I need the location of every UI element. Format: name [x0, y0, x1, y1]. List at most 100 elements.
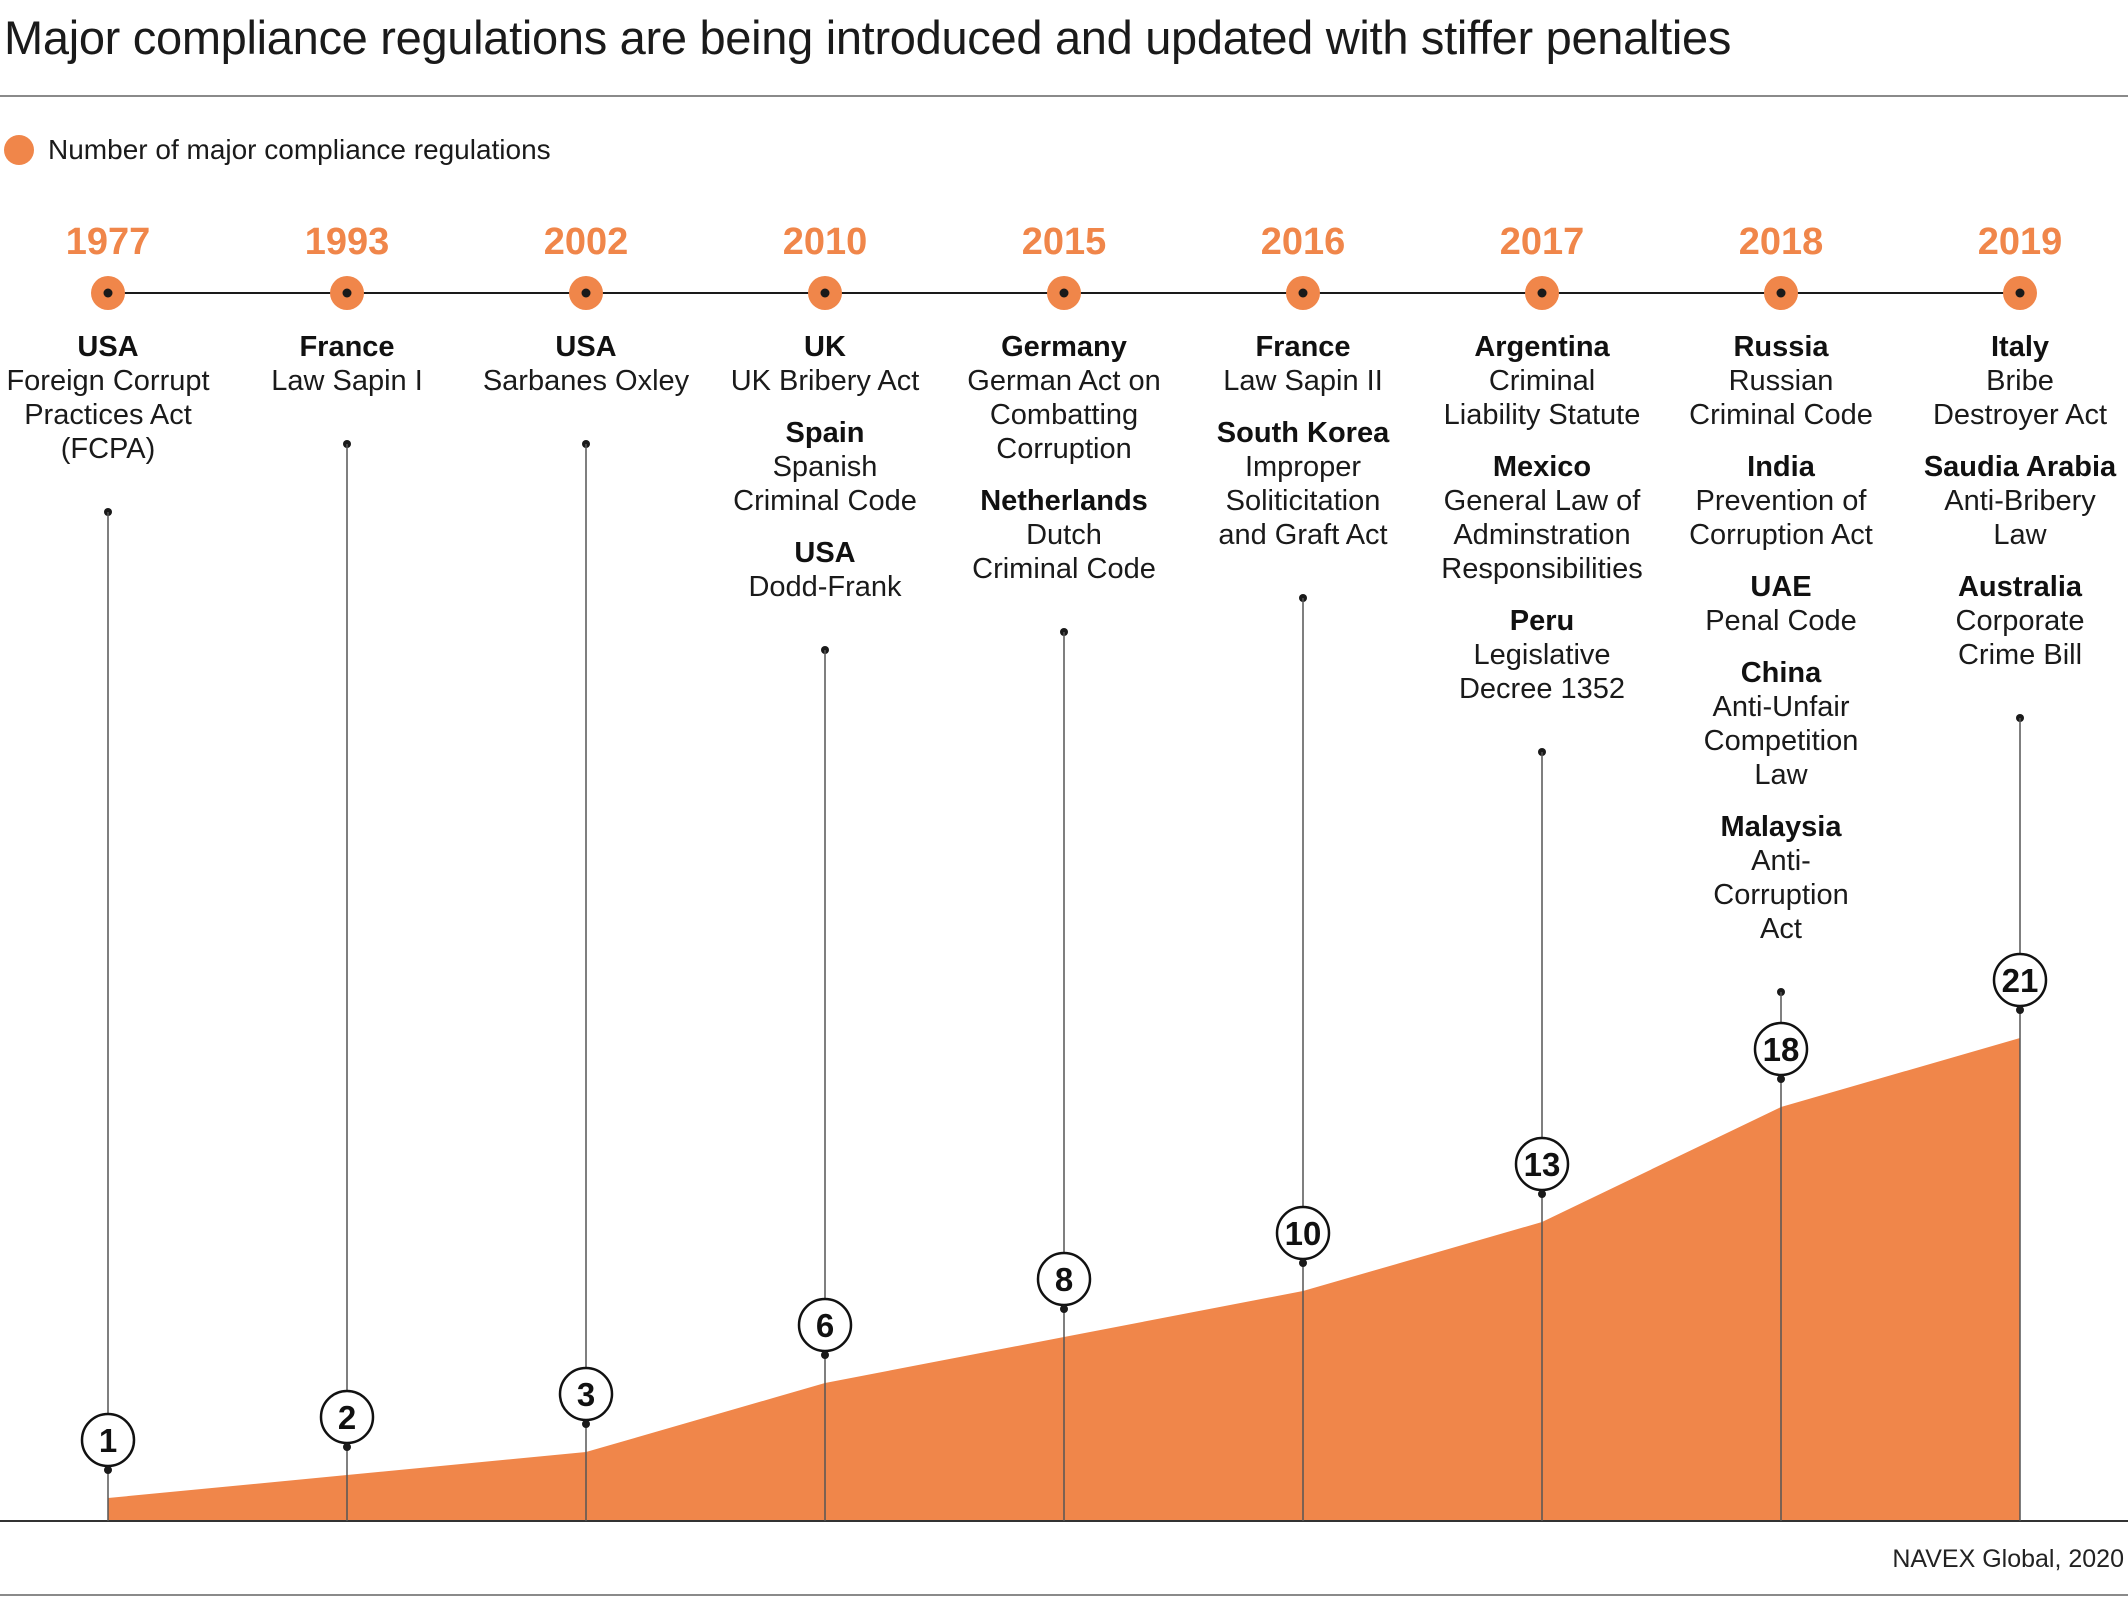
count-value-2010: 6	[816, 1307, 834, 1344]
connector-dot-bottom-2017	[1538, 1190, 1546, 1198]
law-name-2018-1-1: Corruption Act	[1689, 519, 1873, 551]
law-name-2018-1-0: Prevention of	[1696, 485, 1868, 517]
connector-dot-bottom-1977	[104, 1466, 112, 1474]
timeline-marker-dot-2016	[1298, 288, 1308, 298]
law-name-2015-0-0: German Act on	[967, 365, 1160, 397]
timeline-marker-dot-2019	[2015, 288, 2025, 298]
country-label-2017-1: Mexico	[1493, 451, 1591, 483]
law-name-1977-0-1: Practices Act	[24, 399, 192, 431]
law-name-1993-0-0: Law Sapin I	[271, 365, 423, 397]
law-name-2018-0-1: Criminal Code	[1689, 399, 1873, 431]
law-name-2018-4-1: Corruption	[1713, 879, 1848, 911]
year-label-2016: 2016	[1261, 221, 1346, 263]
top-divider	[0, 95, 2128, 97]
law-name-2002-0-0: Sarbanes Oxley	[483, 365, 690, 397]
connector-dot-bottom-2018	[1777, 1075, 1785, 1083]
country-label-2018-2: UAE	[1750, 571, 1811, 603]
law-name-2019-1-1: Law	[1993, 519, 2047, 551]
law-name-2017-2-1: Decree 1352	[1459, 673, 1625, 705]
year-label-1993: 1993	[305, 221, 390, 263]
country-label-2016-0: France	[1255, 331, 1350, 363]
law-name-1977-0-0: Foreign Corrupt	[6, 365, 209, 397]
timeline-marker-dot-1993	[342, 288, 352, 298]
law-name-2017-1-1: Adminstration	[1453, 519, 1630, 551]
law-name-2018-4-2: Act	[1760, 913, 1802, 945]
year-label-2015: 2015	[1022, 221, 1107, 263]
timeline-marker-dot-2010	[820, 288, 830, 298]
country-label-2010-0: UK	[804, 331, 846, 363]
law-name-2016-1-2: and Graft Act	[1218, 519, 1387, 551]
country-label-2019-0: Italy	[1991, 331, 2049, 363]
page-title: Major compliance regulations are being i…	[4, 11, 1732, 64]
law-name-2010-2-0: Dodd-Frank	[748, 571, 902, 603]
law-name-2010-1-1: Criminal Code	[733, 485, 917, 517]
count-value-2018: 18	[1763, 1031, 1800, 1068]
count-value-1993: 2	[338, 1399, 356, 1436]
country-label-2015-1: Netherlands	[980, 485, 1148, 517]
law-name-2015-1-0: Dutch	[1026, 519, 1102, 551]
law-name-2019-2-1: Crime Bill	[1958, 639, 2082, 671]
country-label-2002-0: USA	[555, 331, 616, 363]
law-name-2019-2-0: Corporate	[1956, 605, 2085, 637]
law-name-2018-3-2: Law	[1754, 759, 1808, 791]
count-value-2002: 3	[577, 1376, 595, 1413]
law-name-2017-2-0: Legislative	[1473, 639, 1610, 671]
connector-dot-bottom-2015	[1060, 1305, 1068, 1313]
law-name-2010-0-0: UK Bribery Act	[731, 365, 920, 397]
country-label-2018-3: China	[1741, 657, 1822, 689]
connector-dot-bottom-2016	[1299, 1259, 1307, 1267]
year-label-2017: 2017	[1500, 221, 1585, 263]
year-label-2018: 2018	[1739, 221, 1824, 263]
count-value-1977: 1	[99, 1422, 117, 1459]
law-name-2015-0-2: Corruption	[996, 433, 1131, 465]
law-name-2018-2-0: Penal Code	[1705, 605, 1857, 637]
count-value-2017: 13	[1524, 1146, 1561, 1183]
law-name-2019-0-1: Destroyer Act	[1933, 399, 2107, 431]
country-label-1977-0: USA	[77, 331, 138, 363]
year-label-2019: 2019	[1978, 221, 2063, 263]
law-name-2016-1-0: Improper	[1245, 451, 1361, 483]
count-value-2015: 8	[1055, 1261, 1073, 1298]
country-label-2016-1: South Korea	[1217, 417, 1390, 449]
connector-dot-bottom-2010	[821, 1351, 829, 1359]
law-name-2017-0-1: Liability Statute	[1444, 399, 1641, 431]
connector-dot-bottom-2019	[2016, 1006, 2024, 1014]
bottom-divider	[0, 1594, 2128, 1596]
country-label-2015-0: Germany	[1001, 331, 1127, 363]
law-name-2018-4-0: Anti-	[1751, 845, 1811, 877]
law-name-2018-0-0: Russian	[1729, 365, 1834, 397]
timeline-marker-dot-2015	[1059, 288, 1069, 298]
country-label-2018-0: Russia	[1733, 331, 1829, 363]
law-name-2016-1-1: Soliticitation	[1226, 485, 1381, 517]
law-name-2010-1-0: Spanish	[773, 451, 878, 483]
law-name-2016-0-0: Law Sapin II	[1223, 365, 1383, 397]
country-label-1993-0: France	[299, 331, 394, 363]
country-label-2017-2: Peru	[1510, 605, 1574, 637]
timeline-marker-dot-2018	[1776, 288, 1786, 298]
count-value-2019: 21	[2002, 962, 2039, 999]
law-name-2017-1-0: General Law of	[1444, 485, 1642, 517]
country-label-2010-1: Spain	[786, 417, 865, 449]
law-name-2017-1-2: Responsibilities	[1441, 553, 1643, 585]
law-name-2017-0-0: Criminal	[1489, 365, 1595, 397]
source-credit: NAVEX Global, 2020	[1892, 1545, 2124, 1573]
year-label-1977: 1977	[66, 221, 151, 263]
law-name-2019-0-0: Bribe	[1986, 365, 2054, 397]
legend: Number of major compliance regulations	[4, 132, 551, 168]
country-label-2018-1: India	[1747, 451, 1816, 483]
law-name-2015-0-1: Combatting	[990, 399, 1138, 431]
legend-swatch	[4, 135, 34, 165]
law-name-2019-1-0: Anti-Bribery	[1944, 485, 2096, 517]
law-name-2015-1-1: Criminal Code	[972, 553, 1156, 585]
country-label-2017-0: Argentina	[1474, 331, 1610, 363]
country-label-2010-2: USA	[794, 537, 855, 569]
legend-label: Number of major compliance regulations	[48, 134, 551, 165]
country-label-2019-2: Australia	[1958, 571, 2083, 603]
law-name-2018-3-1: Competition	[1704, 725, 1859, 757]
country-label-2019-1: Saudia Arabia	[1924, 451, 2117, 483]
timeline-marker-dot-1977	[103, 288, 113, 298]
law-name-2018-3-0: Anti-Unfair	[1713, 691, 1850, 723]
year-label-2010: 2010	[783, 221, 868, 263]
year-label-2002: 2002	[544, 221, 629, 263]
